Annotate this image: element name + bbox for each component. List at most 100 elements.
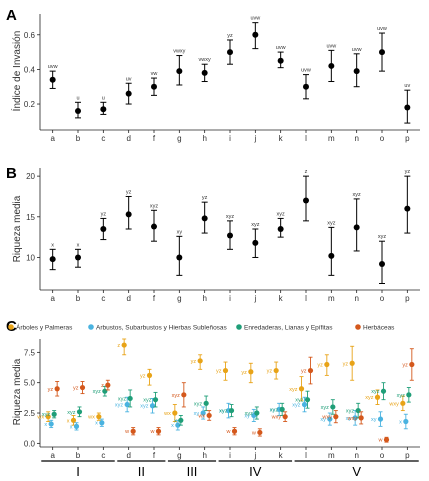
significance-letter: xyz [219, 409, 228, 415]
data-point [349, 360, 355, 366]
group-label: I [76, 464, 80, 479]
data-point [100, 106, 107, 113]
significance-letter: uvw [352, 47, 362, 53]
data-point [176, 68, 183, 75]
significance-letter: wx [197, 413, 205, 419]
data-point [406, 392, 412, 398]
y-tick-label: 5.0 [24, 379, 36, 388]
y-axis-label: Riqueza media [12, 195, 23, 262]
y-tick-label: 0.2 [24, 100, 36, 109]
data-point [231, 428, 238, 434]
x-tick-label: f [153, 134, 156, 143]
x-tick-label: o [380, 294, 385, 303]
x-tick-label: p [405, 134, 410, 143]
significance-letter: xyz [150, 203, 159, 209]
x-tick-label: f [153, 294, 156, 303]
data-point [254, 410, 260, 416]
x-tick-label: p [405, 294, 410, 303]
significance-letter: xyz [245, 411, 254, 417]
significance-letter: xyz [140, 404, 149, 410]
data-point [48, 421, 54, 427]
data-point [409, 361, 415, 368]
data-point [201, 69, 208, 76]
data-point [227, 49, 233, 56]
significance-letter: uvw [276, 45, 286, 51]
data-point [151, 83, 157, 90]
x-tick-label: g [177, 294, 181, 303]
significance-letter: yz [241, 370, 247, 376]
group-label: V [352, 464, 361, 479]
legend-marker [236, 324, 242, 330]
significance-letter: x [51, 242, 54, 248]
x-tick-label: b [76, 294, 81, 303]
data-point [70, 417, 77, 423]
data-point [54, 386, 60, 392]
significance-letter: yz [405, 169, 411, 175]
x-tick-label: f [153, 451, 156, 460]
data-point [307, 367, 314, 374]
x-tick-label: h [202, 294, 206, 303]
data-point [298, 386, 305, 392]
significance-letter: z [101, 383, 104, 389]
data-point [279, 406, 285, 412]
legend-entry: Enredaderas, Lianas y Epífitas [244, 325, 333, 332]
data-point [353, 224, 360, 231]
data-point [121, 342, 127, 348]
y-tick-label: 0.6 [24, 31, 36, 40]
significance-letter: yz [317, 362, 323, 368]
data-point [151, 223, 157, 230]
data-point [352, 415, 358, 421]
significance-letter: z [117, 343, 120, 349]
data-point [248, 369, 254, 375]
data-point [130, 428, 136, 434]
significance-letter: yz [73, 386, 79, 392]
x-tick-label: c [101, 294, 105, 303]
data-point [206, 412, 212, 419]
data-point [197, 358, 203, 364]
data-point [79, 384, 86, 391]
data-point [125, 211, 132, 218]
significance-letter: xyz [371, 389, 380, 395]
data-point [45, 414, 51, 420]
data-point [303, 197, 309, 204]
data-point [155, 428, 162, 434]
y-tick-label: 0.0 [24, 439, 36, 448]
significance-letter: xyz [365, 395, 374, 401]
significance-letter: yz [267, 369, 273, 375]
x-tick-label: k [279, 294, 284, 303]
data-point [282, 414, 288, 420]
x-tick-label: k [279, 451, 284, 460]
x-tick-label: m [328, 294, 335, 303]
significance-letter: xyz [118, 396, 127, 402]
x-tick-label: c [101, 451, 105, 460]
data-point [203, 400, 209, 406]
data-point [201, 215, 208, 222]
data-point [303, 83, 309, 90]
data-point [355, 407, 361, 414]
data-point [277, 226, 284, 232]
significance-letter: uvw [48, 64, 58, 70]
significance-letter: xyz [67, 410, 76, 416]
x-tick-label: a [50, 451, 55, 460]
x-tick-label: o [380, 134, 385, 143]
significance-letter: x [399, 420, 402, 426]
significance-letter: xy [320, 417, 326, 423]
significance-letter: w [226, 429, 231, 435]
data-point [99, 420, 105, 426]
legend-marker [8, 324, 14, 330]
significance-letter: xy [194, 411, 200, 417]
data-point [327, 416, 333, 422]
data-point [102, 388, 108, 394]
x-tick-label: a [50, 294, 55, 303]
significance-letter: xyz [353, 192, 362, 198]
x-tick-label: d [126, 134, 130, 143]
data-point [146, 372, 153, 379]
data-point [380, 388, 387, 394]
data-point [252, 31, 259, 38]
y-tick-label: 2.5 [24, 409, 36, 418]
x-tick-label: d [126, 294, 130, 303]
x-tick-label: n [354, 134, 358, 143]
significance-letter: uv [404, 83, 410, 89]
x-tick-label: h [202, 451, 206, 460]
significance-letter: xy [244, 413, 250, 419]
